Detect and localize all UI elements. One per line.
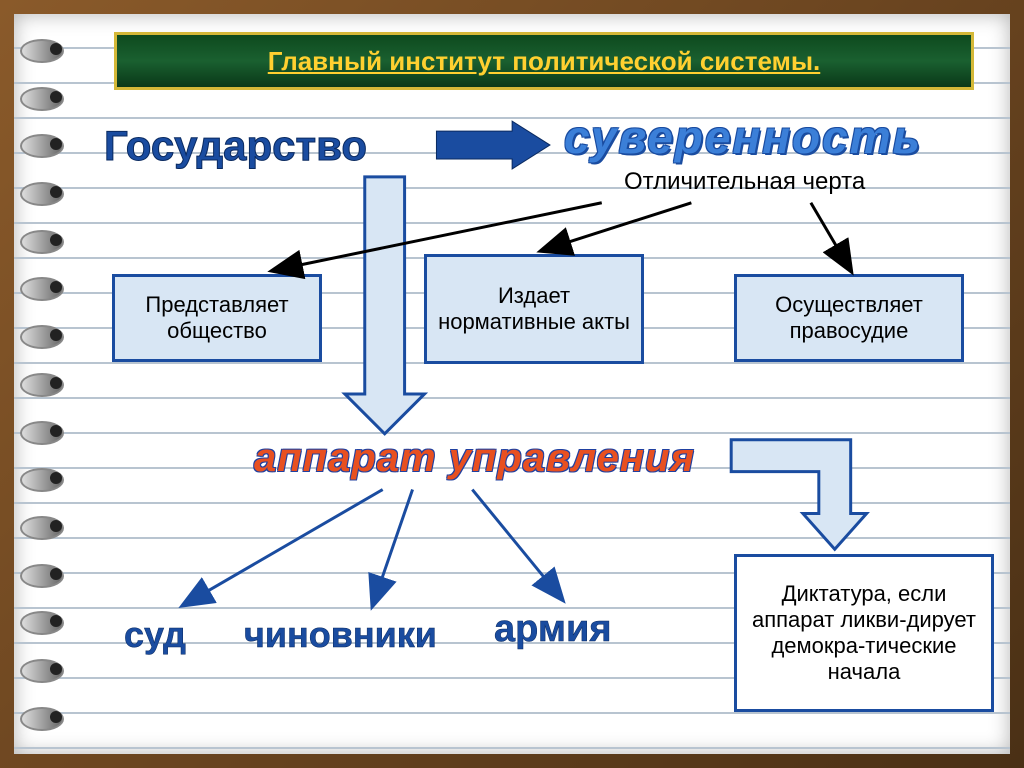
apparat-label: аппарат управления (254, 436, 695, 481)
arrow-state-to-sovereignty (436, 121, 550, 169)
arrow-to-army (472, 490, 562, 600)
content-area: Главный институт политической системы. Г… (74, 14, 1010, 754)
wood-frame: Главный институт политической системы. Г… (0, 0, 1024, 768)
officials-label: чиновники (244, 614, 437, 656)
feature-label: Отличительная черта (624, 168, 865, 196)
arrow-to-court (184, 490, 383, 606)
box-acts-label: Издает нормативные акты (435, 283, 633, 335)
arrow-to-justice (811, 203, 851, 271)
notebook-page: Главный институт политической системы. Г… (14, 14, 1010, 754)
box-dictatorship-label: Диктатура, если аппарат ликви-дирует дем… (745, 581, 983, 685)
state-label: Государство (104, 122, 367, 170)
title-banner: Главный институт политической системы. (114, 32, 974, 90)
army-label: армия (494, 608, 612, 651)
box-society-label: Представляет общество (123, 292, 311, 344)
arrow-to-officials (373, 490, 413, 606)
box-society: Представляет общество (112, 274, 322, 362)
arrow-apparat-to-dictatorship (731, 440, 866, 550)
arrow-to-acts (542, 203, 691, 251)
arrow-state-to-apparat (345, 177, 425, 434)
page-title: Главный институт политической системы. (268, 46, 821, 77)
sovereignty-label: суверенность (564, 110, 922, 164)
court-label: суд (124, 614, 186, 656)
box-justice-label: Осуществляет правосудие (745, 292, 953, 344)
box-justice: Осуществляет правосудие (734, 274, 964, 362)
box-acts: Издает нормативные акты (424, 254, 644, 364)
box-dictatorship: Диктатура, если аппарат ликви-дирует дем… (734, 554, 994, 712)
spiral-binding (16, 14, 72, 754)
